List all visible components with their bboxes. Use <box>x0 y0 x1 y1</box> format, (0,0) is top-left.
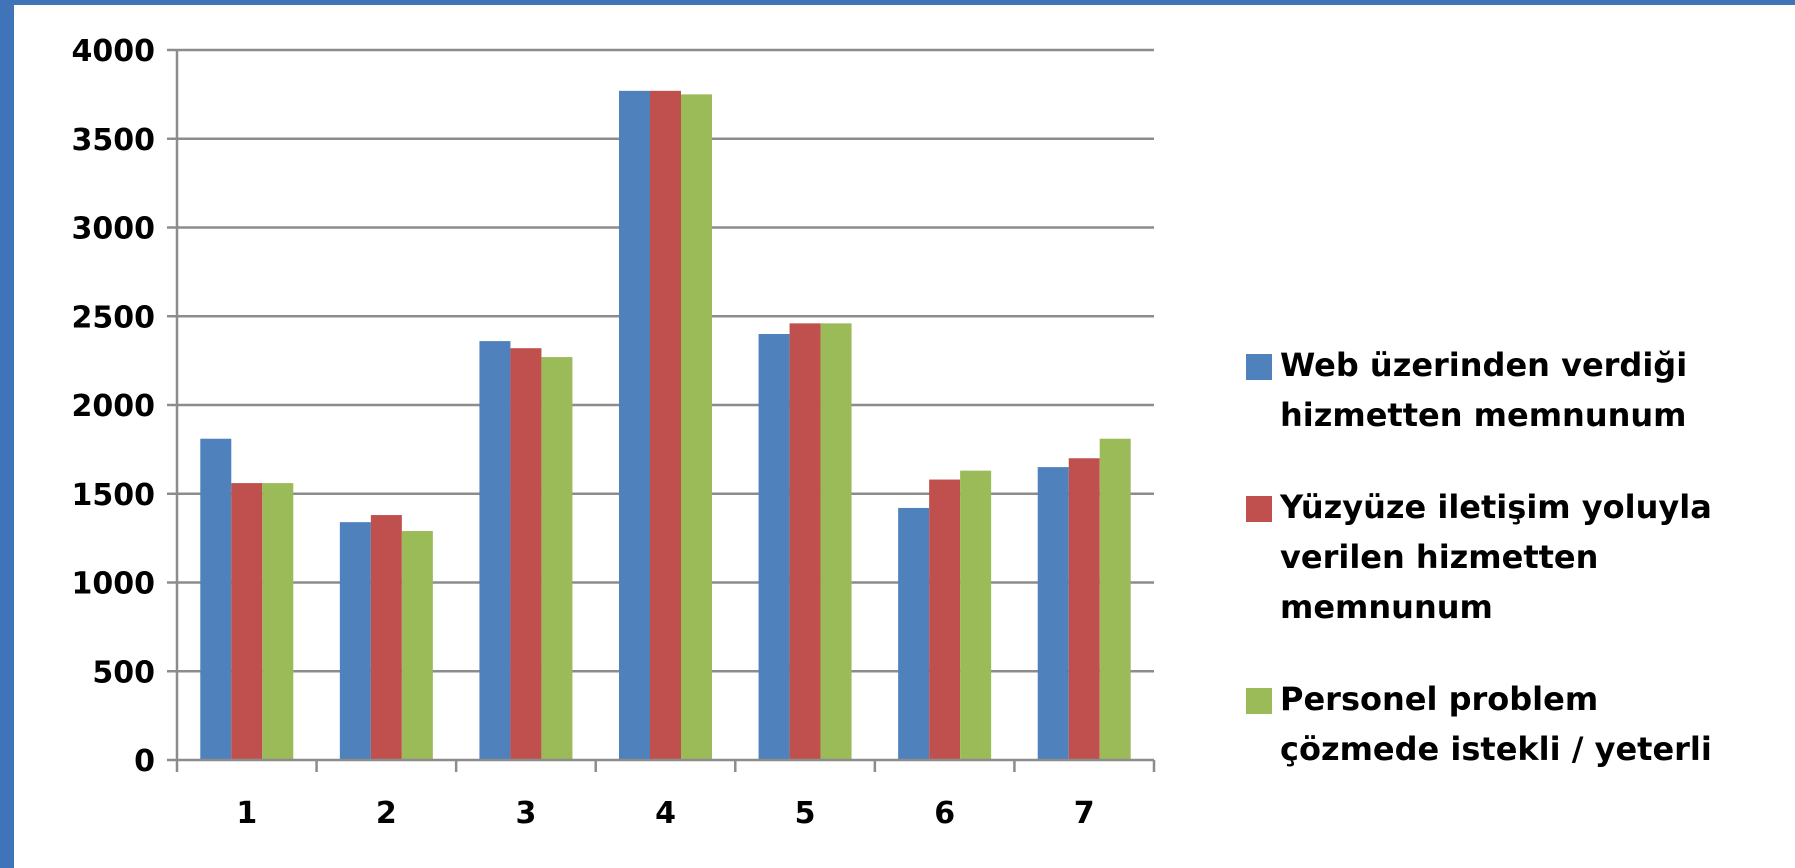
axes <box>167 48 1156 772</box>
x-tick-label: 6 <box>934 796 955 831</box>
legend-label-web: Web üzerinden verdiği hizmetten memnunum <box>1280 346 1688 434</box>
chart-area: 0 500 1000 1500 2000 2500 3000 3500 4000 1 2 3 4 5 6 7… <box>14 5 1795 868</box>
legend-swatch-face-to-face <box>1246 496 1272 522</box>
y-tick-label: 0 <box>134 744 155 779</box>
bar <box>619 90 650 760</box>
bar-chart: 0 500 1000 1500 2000 2500 3000 3500 4000 1 2 3 4 5 6 7 <box>72 34 1156 831</box>
x-tick-label: 5 <box>795 796 816 831</box>
bar <box>231 483 263 760</box>
y-tick-label: 3000 <box>72 212 156 247</box>
y-tick-label: 500 <box>92 655 155 690</box>
bar <box>929 479 961 760</box>
y-tick-label: 3500 <box>72 123 156 158</box>
bar <box>820 323 852 760</box>
y-tick-label: 4000 <box>72 34 156 69</box>
bar <box>898 507 930 760</box>
x-tick-label: 2 <box>376 796 397 831</box>
bar <box>401 531 433 760</box>
bar <box>541 357 573 760</box>
legend-label-personnel: Personel problem çözmede istekli / yeter… <box>1280 680 1712 768</box>
y-tick-label: 1000 <box>72 567 156 602</box>
bar <box>1068 458 1100 760</box>
legend-label-face-to-face: Yüzyüze iletişim yoluyla verilen hizmett… <box>1280 488 1712 626</box>
bar <box>650 90 681 760</box>
legend-item-face-to-face: Yüzyüze iletişim yoluyla verilen hizmett… <box>1246 482 1786 632</box>
legend-swatch-personnel <box>1246 688 1272 714</box>
bar <box>339 522 371 760</box>
x-tick-labels: 1 2 3 4 5 6 7 <box>236 796 1094 831</box>
legend: Web üzerinden verdiği hizmetten memnunum… <box>1246 340 1786 816</box>
y-tick-labels: 0 500 1000 1500 2000 2500 3000 3500 4000 <box>72 34 156 779</box>
x-tick-label: 3 <box>515 796 536 831</box>
x-tick-label: 4 <box>655 796 676 831</box>
legend-item-personnel: Personel problem çözmede istekli / yeter… <box>1246 674 1786 774</box>
y-tick-label: 2000 <box>72 389 156 424</box>
legend-item-web: Web üzerinden verdiği hizmetten memnunum <box>1246 340 1786 440</box>
bar <box>1099 438 1131 760</box>
x-tick-label: 1 <box>236 796 257 831</box>
bar <box>510 348 542 760</box>
bar <box>960 470 992 760</box>
bar <box>200 438 232 760</box>
y-tick-label: 1500 <box>72 478 156 513</box>
bar <box>789 323 821 760</box>
bars <box>200 90 1131 760</box>
x-tick-label: 7 <box>1074 796 1095 831</box>
bar <box>758 334 790 760</box>
bar <box>1037 467 1069 760</box>
bar <box>262 483 294 760</box>
y-tick-label: 2500 <box>72 300 156 335</box>
bar <box>681 94 712 760</box>
bar <box>370 515 402 760</box>
legend-swatch-web <box>1246 354 1272 380</box>
bar <box>479 341 511 760</box>
